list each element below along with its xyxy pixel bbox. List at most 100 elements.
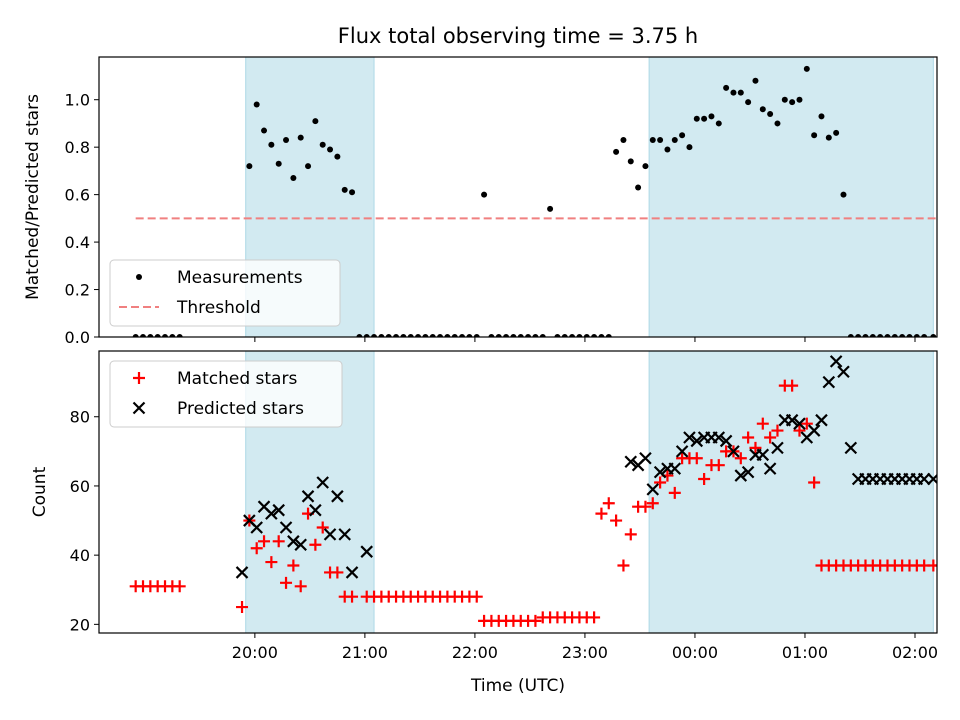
- matched-star-point: [280, 576, 293, 589]
- measurement-point: [132, 334, 139, 337]
- measurement-point: [730, 89, 737, 96]
- predicted-star-point: [756, 448, 770, 462]
- bottom-y-tick-label: 40: [70, 546, 90, 565]
- x-tick-label: 23:00: [562, 643, 608, 662]
- measurement-point: [679, 132, 686, 139]
- measurement-point: [371, 334, 378, 337]
- predicted-star-point: [771, 441, 784, 455]
- measurement-point: [884, 334, 891, 337]
- measurement-point: [532, 334, 539, 337]
- legend-label: Predicted stars: [177, 399, 304, 419]
- measurement-point: [488, 334, 495, 337]
- x-axis-label: Time (UTC): [470, 676, 565, 696]
- predicted-star-point: [309, 503, 322, 517]
- measurement-point: [671, 137, 678, 144]
- x-tick-label: 02:00: [892, 643, 938, 662]
- measurement-point: [899, 334, 906, 337]
- predicted-star-point: [646, 483, 660, 496]
- measurement-point: [811, 132, 818, 139]
- predicted-star-point: [235, 566, 249, 579]
- matched-star-point: [764, 431, 777, 444]
- predicted-star-point: [675, 445, 689, 458]
- measurement-point: [561, 334, 568, 337]
- matched-star-point: [793, 424, 806, 437]
- matched-star-point: [258, 535, 271, 548]
- measurement-point: [539, 334, 546, 337]
- measurement-point: [664, 146, 671, 153]
- measurement-point: [774, 120, 781, 127]
- measurement-point: [930, 334, 937, 337]
- measurement-point: [327, 146, 334, 153]
- predicted-star-point: [683, 431, 696, 444]
- measurement-point: [341, 186, 348, 193]
- measurement-point: [715, 120, 722, 127]
- matched-star-point: [927, 559, 937, 572]
- matched-star-point: [800, 417, 813, 430]
- measurement-point: [400, 334, 407, 337]
- measurement-point: [407, 334, 414, 337]
- bottom-legend-box: [109, 360, 343, 428]
- measurement-point: [140, 334, 147, 337]
- panel-counts: 20 40 60 80 20:00 21:00 22:00 23:00 00:00 01:00 02…: [30, 350, 938, 662]
- measurement-point: [642, 163, 649, 170]
- predicted-star-point: [690, 434, 704, 448]
- x-tick-label: 22:00: [452, 643, 498, 662]
- bottom-y-axis-label: Count: [30, 466, 50, 517]
- predicted-star-point: [837, 365, 850, 379]
- measurement-point: [847, 334, 854, 337]
- matched-star-point: [646, 497, 659, 510]
- measurement-point: [393, 334, 400, 337]
- matched-star-point: [712, 459, 725, 472]
- predicted-star-point: [301, 490, 315, 503]
- bottom-plot-area: [129, 355, 937, 627]
- measurement-point: [921, 334, 928, 337]
- measurement-point: [613, 148, 620, 155]
- bottom-y-tick-label: 60: [70, 477, 90, 496]
- predicted-star-point: [316, 476, 329, 489]
- panel-ratio: 0.0 0.2 0.4 0.6 0.8 1.0 Matched/Predicted star…: [23, 56, 938, 347]
- measurement-point: [583, 334, 590, 337]
- measurement-point: [693, 115, 700, 122]
- predicted-star-point: [279, 521, 293, 534]
- measurement-point: [162, 334, 169, 337]
- measurement-point: [752, 77, 759, 84]
- legend-marker-matched: [133, 372, 145, 384]
- measurement-point: [261, 127, 268, 134]
- matched-star-point: [756, 417, 769, 430]
- measurement-point: [437, 334, 444, 337]
- x-tick-label: 00:00: [672, 643, 718, 662]
- matched-star-point: [529, 614, 542, 627]
- bottom-y-tick-label: 20: [70, 615, 90, 634]
- x-tick-label: 01:00: [782, 643, 828, 662]
- predicted-star-point: [807, 424, 821, 437]
- matched-star-point: [602, 497, 615, 510]
- measurement-point: [869, 334, 876, 337]
- measurement-point: [495, 334, 502, 337]
- measurement-point: [723, 84, 730, 91]
- predicted-star-point: [793, 417, 806, 430]
- measurement-point: [356, 334, 363, 337]
- x-tick-label: 21:00: [342, 643, 388, 662]
- measurement-point: [283, 137, 290, 144]
- matched-star-point: [272, 535, 285, 548]
- bottom-axes-frame: [98, 350, 938, 634]
- measurement-point: [627, 158, 634, 165]
- top-y-tick-label: 1.0: [65, 91, 90, 110]
- measurement-point: [686, 144, 693, 151]
- measurement-point: [378, 334, 385, 337]
- predicted-star-point: [712, 431, 726, 444]
- measurement-point: [877, 334, 884, 337]
- matched-star-point: [690, 452, 703, 465]
- measurement-point: [466, 334, 473, 337]
- measurement-point: [169, 334, 176, 337]
- top-y-tick-label: 0.6: [65, 186, 90, 205]
- matched-star-point: [265, 556, 278, 569]
- measurement-point: [862, 334, 869, 337]
- x-tick-label: 20:00: [232, 643, 278, 662]
- measurement-point: [781, 96, 788, 103]
- measurement-point: [334, 153, 341, 160]
- matched-star-point: [595, 507, 608, 520]
- measurement-point: [620, 137, 627, 144]
- measurement-point: [840, 191, 847, 198]
- top-plot-area: [132, 65, 937, 337]
